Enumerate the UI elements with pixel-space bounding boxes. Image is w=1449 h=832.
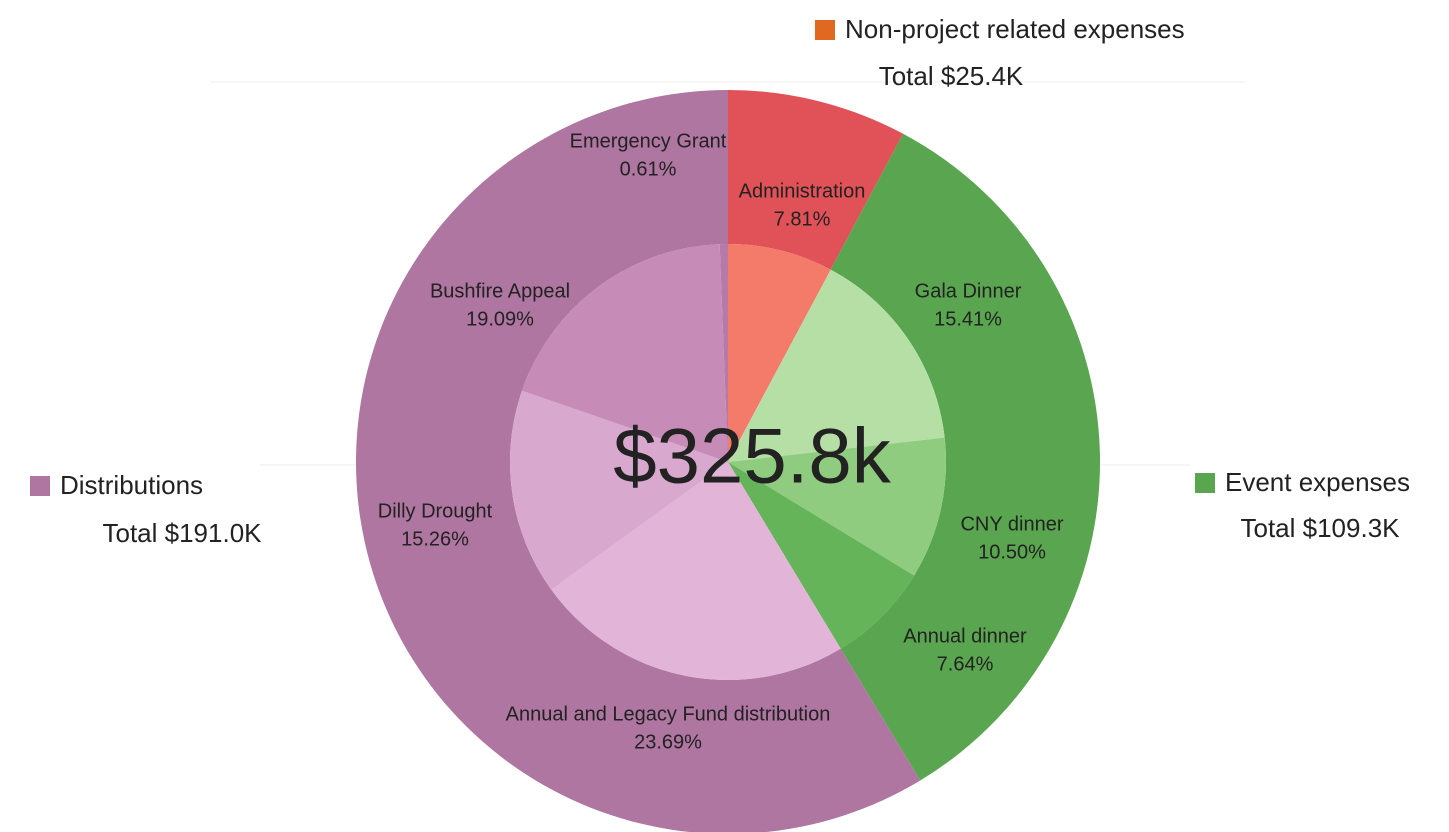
- slice-name: Annual and Legacy Fund distribution: [506, 703, 831, 725]
- legend-total: Total $25.4K: [879, 61, 1024, 91]
- slice-value: 0.61%: [620, 158, 677, 180]
- slice-name: Gala Dinner: [915, 280, 1022, 302]
- outer-segment: [830, 133, 1100, 781]
- outer-segment: [728, 90, 904, 270]
- inner-slice: [719, 244, 728, 462]
- inner-slice: [509, 390, 728, 590]
- slice-name: CNY dinner: [960, 513, 1063, 535]
- slice-name: Administration: [739, 180, 866, 202]
- slice-value: 15.26%: [401, 528, 469, 550]
- legend-label: Non-project related expenses: [845, 14, 1185, 44]
- slice-value: 7.81%: [774, 208, 831, 230]
- inner-slice: [728, 462, 915, 649]
- outer-segment: [356, 90, 921, 832]
- legend-label: Distributions: [60, 470, 203, 500]
- legend-label: Event expenses: [1225, 467, 1410, 497]
- legend-total: Total $191.0K: [102, 518, 262, 548]
- slice-value: 15.41%: [934, 308, 1002, 330]
- slice-name: Dilly Drought: [378, 500, 493, 522]
- legend-swatch: [1195, 473, 1215, 493]
- slice-name: Bushfire Appeal: [430, 280, 570, 302]
- labels: Administration 7.81% Gala Dinner 15.41% CNY …: [378, 130, 1064, 753]
- legend-swatch: [30, 476, 50, 496]
- slice-value: 19.09%: [466, 308, 534, 330]
- rings: [356, 90, 1100, 832]
- inner-slice: [521, 244, 728, 462]
- legend-total: Total $109.3K: [1240, 513, 1400, 543]
- legend-swatch: [815, 20, 835, 40]
- center-total: $325.8k: [613, 412, 892, 500]
- slice-name: Emergency Grant: [570, 130, 727, 152]
- inner-slice: [551, 462, 841, 680]
- slice-name: Annual dinner: [903, 625, 1027, 647]
- slice-value: 10.50%: [978, 541, 1046, 563]
- inner-slice: [728, 437, 946, 576]
- slice-value: 23.69%: [634, 731, 702, 753]
- inner-slice: [728, 244, 831, 462]
- inner-slice: [728, 269, 945, 462]
- slice-value: 7.64%: [937, 653, 994, 675]
